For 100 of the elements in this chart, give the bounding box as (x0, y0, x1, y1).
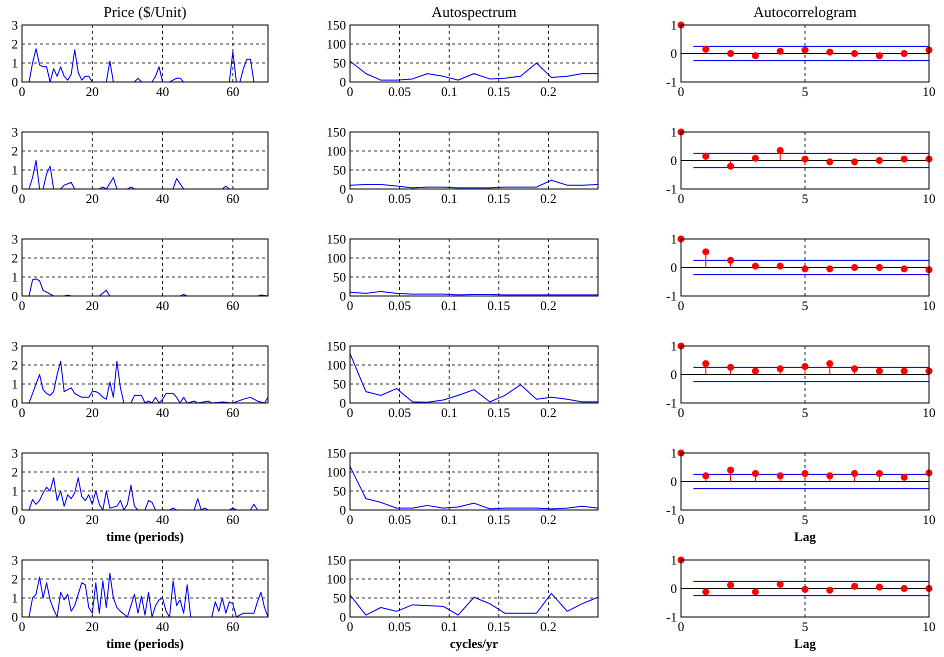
x-tick-label: 10 (922, 191, 936, 206)
x-tick-label: 0.15 (487, 619, 510, 634)
x-tick-label: 5 (802, 84, 808, 99)
x-tick-label: 60 (226, 84, 240, 99)
x-tick-label: 60 (226, 512, 240, 527)
y-tick-label: 150 (326, 232, 346, 246)
x-tick-label: 0.1 (441, 191, 458, 206)
y-tick-label: 0 (340, 610, 346, 624)
x-tick-label: 60 (226, 619, 240, 634)
x-axis-title: cycles/yr (450, 636, 498, 651)
y-tick-label: 0 (12, 502, 18, 518)
x-tick-label: 20 (86, 191, 99, 206)
x-tick-label: 5 (802, 191, 808, 206)
x-tick-label: 10 (922, 405, 936, 420)
y-tick-label: 0 (670, 474, 677, 489)
x-tick-label: 0.2 (540, 619, 557, 634)
y-tick-label: 50 (333, 376, 346, 392)
chart-title: Autospectrum (432, 5, 517, 21)
x-tick-label: 40 (156, 191, 170, 206)
y-tick-label: 2 (12, 144, 18, 158)
x-tick-label: 0.15 (487, 84, 510, 99)
x-axis-title: Lag (794, 529, 816, 544)
y-tick-label: 1 (12, 270, 18, 284)
y-tick-label: 100 (326, 36, 346, 52)
y-tick-label: 0 (670, 367, 677, 382)
y-tick-label: 0 (670, 46, 677, 61)
y-tick-label: 1 (670, 18, 677, 32)
x-tick-label: 20 (86, 298, 99, 313)
x-axis-title: time (periods) (106, 529, 184, 544)
x-axis-title: time (periods) (106, 636, 184, 651)
y-tick-label: 100 (326, 250, 346, 266)
x-tick-label: 5 (802, 512, 808, 527)
y-tick-label: 3 (12, 446, 18, 460)
y-tick-label: 1 (12, 484, 18, 498)
y-tick-label: 50 (333, 56, 346, 70)
y-tick-label: 1 (670, 446, 677, 460)
y-tick-label: 0 (340, 74, 346, 90)
y-tick-label: 50 (333, 484, 346, 498)
y-tick-label: -1 (666, 182, 677, 196)
y-tick-label: 3 (12, 124, 18, 140)
x-tick-label: 5 (802, 619, 808, 634)
x-tick-label: 0.05 (388, 619, 411, 634)
y-tick-label: 1 (670, 338, 677, 354)
x-axis-title: Lag (794, 636, 816, 651)
y-tick-label: 1 (12, 590, 18, 606)
x-tick-label: 10 (922, 619, 936, 634)
x-tick-label: 0.2 (540, 191, 557, 206)
chart-title: Autocorrelogram (753, 5, 857, 21)
x-tick-label: 40 (156, 512, 170, 527)
y-tick-label: 0 (340, 502, 346, 518)
x-tick-label: 0.15 (487, 405, 510, 420)
x-tick-label: 0.05 (388, 84, 411, 99)
x-tick-label: 10 (922, 84, 936, 99)
y-tick-label: 100 (326, 572, 346, 586)
y-tick-label: 1 (670, 232, 677, 246)
y-tick-label: 1 (12, 376, 18, 392)
y-tick-label: 2 (12, 464, 18, 480)
y-tick-label: 150 (326, 552, 346, 568)
y-tick-label: -1 (666, 502, 677, 518)
y-tick-label: 2 (12, 572, 18, 586)
y-tick-label: 100 (326, 144, 346, 158)
y-tick-label: 150 (326, 338, 346, 354)
y-tick-label: 150 (326, 124, 346, 140)
y-tick-label: 2 (12, 358, 18, 372)
y-tick-label: -1 (666, 74, 677, 90)
x-tick-label: 0.2 (540, 298, 557, 313)
x-tick-label: 0.15 (487, 512, 510, 527)
x-tick-label: 0.1 (441, 512, 458, 527)
x-tick-label: 0.1 (441, 619, 458, 634)
x-tick-label: 10 (922, 512, 936, 527)
x-tick-label: 60 (226, 298, 240, 313)
x-tick-label: 0.05 (388, 191, 411, 206)
x-tick-label: 20 (86, 619, 99, 634)
x-tick-label: 0.05 (388, 405, 411, 420)
y-tick-label: -1 (666, 288, 677, 304)
x-tick-label: 20 (86, 84, 99, 99)
y-tick-label: 0 (670, 153, 677, 168)
y-tick-label: 2 (12, 250, 18, 266)
y-tick-label: 0 (340, 288, 346, 304)
y-tick-label: 50 (333, 270, 346, 284)
x-tick-label: 0.15 (487, 298, 510, 313)
x-tick-label: 0.15 (487, 191, 510, 206)
x-tick-label: 0.05 (388, 512, 411, 527)
y-tick-label: 0 (12, 288, 18, 304)
x-tick-label: 40 (156, 405, 170, 420)
x-tick-label: 5 (802, 298, 808, 313)
x-tick-label: 5 (802, 405, 808, 420)
y-tick-label: 3 (12, 552, 18, 568)
x-tick-label: 40 (156, 84, 170, 99)
y-tick-label: 1 (670, 124, 677, 140)
x-tick-label: 0.1 (441, 84, 458, 99)
x-tick-label: 0.1 (441, 405, 458, 420)
y-tick-label: -1 (666, 610, 677, 624)
x-tick-label: 40 (156, 298, 170, 313)
x-tick-label: 10 (922, 298, 936, 313)
x-tick-label: 0.05 (388, 298, 411, 313)
y-tick-label: 3 (12, 338, 18, 354)
y-tick-label: 150 (326, 446, 346, 460)
y-tick-label: 100 (326, 464, 346, 480)
y-tick-label: 0 (12, 182, 18, 196)
